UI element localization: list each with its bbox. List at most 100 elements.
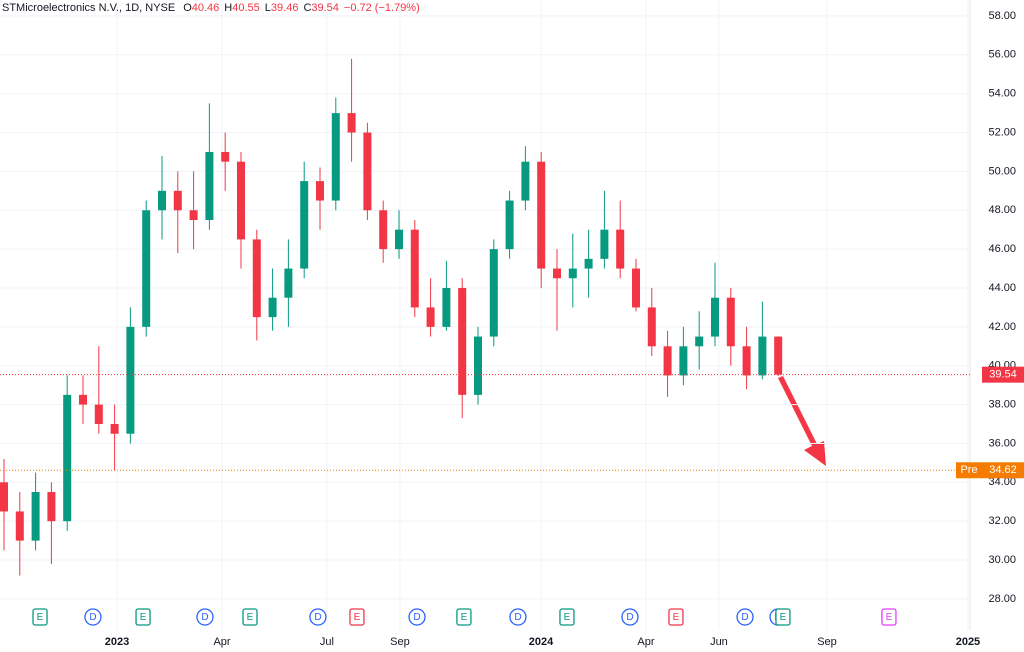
candle-body [31,492,40,541]
y-tick-label: 58.00 [988,10,1016,22]
header-item: −0.72 (−1.79%) [344,2,420,14]
event-icon [349,608,365,626]
event-label: E [354,612,361,623]
event-icon [135,608,151,626]
y-tick-label: 48.00 [988,204,1016,216]
event-marker[interactable]: E [349,608,365,626]
y-tick-label: 42.00 [988,321,1016,333]
candle-body [616,229,625,269]
event-icon [242,608,258,626]
x-tick-label: Jun [710,636,728,648]
y-tick-label: 28.00 [988,593,1016,605]
candle-body [695,336,704,347]
event-marker[interactable]: D [84,608,102,626]
event-marker[interactable]: E [668,608,684,626]
event-label: E [461,612,468,623]
candle-body [710,297,719,337]
x-tick-label: 2023 [105,636,129,648]
header-item: 40.46 [192,2,220,14]
legend-header: STMicroelectronics N.V., 1D, NYSE O40.46 H… [2,2,420,14]
y-tick-label: 54.00 [988,88,1016,100]
event-label: D [314,612,321,623]
price-tag-bg [982,366,1024,383]
candle-body [394,229,403,250]
candle-body [126,326,135,434]
event-label: E [37,612,44,623]
event-icon [456,608,472,626]
candle-body [410,229,419,308]
candle-body [157,190,166,211]
event-icon [309,608,327,626]
event-label: D [741,612,748,623]
candle-body [331,113,340,201]
event-marker[interactable]: E [775,608,791,626]
event-icon [84,608,102,626]
event-label: E [247,612,254,623]
header-item: C [303,2,311,14]
header-item: 40.55 [232,2,260,14]
y-tick-label: 34.00 [988,476,1016,488]
header-item: L [265,2,271,14]
header-item: 39.54 [311,2,339,14]
candle-body [221,151,230,162]
price-tag: 34.62 [989,464,1017,476]
event-label: D [514,612,521,623]
x-tick-label: 2024 [529,636,554,648]
candle-body [647,307,656,347]
header-item: H [224,2,232,14]
candle-body [458,287,467,395]
x-tick-label: Apr [213,636,230,648]
header-item: O [183,2,192,14]
candle-body [284,268,293,298]
event-marker[interactable]: E [135,608,151,626]
event-label: E [886,612,893,623]
event-marker[interactable]: D [621,608,639,626]
x-tick-label: Jul [320,636,334,648]
y-tick-label: 32.00 [988,515,1016,527]
candle-body [252,239,261,318]
y-tick-label: 50.00 [988,165,1016,177]
event-marker[interactable]: E [881,608,897,626]
event-marker[interactable]: E [32,608,48,626]
header-item: 39.46 [271,2,299,14]
candle-body [489,249,498,337]
event-label: D [201,612,208,623]
y-tick-label: 36.00 [988,437,1016,449]
event-icon [509,608,527,626]
event-label: E [780,612,787,623]
candle-body [63,394,72,522]
event-marker[interactable]: E [456,608,472,626]
price-tag-bg [956,462,982,479]
x-tick-label: 2025 [956,636,980,648]
y-tick-label: 30.00 [988,554,1016,566]
y-tick-label: 38.00 [988,398,1016,410]
event-label: D [626,612,633,623]
candle-body [78,394,87,405]
event-marker[interactable]: E [242,608,258,626]
candle-body [663,346,672,376]
price-tag-bg [982,462,1024,479]
candle-body [521,161,530,201]
y-tick-label: 52.00 [988,126,1016,138]
candle-body [584,258,593,269]
event-marker[interactable]: D [196,608,214,626]
candle-body [173,190,182,211]
event-marker[interactable]: D [509,608,527,626]
candle-body [189,210,198,220]
event-marker[interactable]: E [559,608,575,626]
price-tag-name: Pre [960,464,977,476]
event-label: E [673,612,680,623]
event-marker[interactable]: D [736,608,754,626]
candle-body [300,181,309,269]
candle-body [568,268,577,279]
event-marker[interactable]: D [408,608,426,626]
candle-body [268,297,277,318]
candle-body [774,336,783,375]
candle-body [15,511,24,541]
event-label: D [413,612,420,623]
candle-body [600,229,609,259]
candle-body [426,307,435,327]
event-marker[interactable]: D [309,608,327,626]
x-tick-label: Sep [390,636,410,648]
